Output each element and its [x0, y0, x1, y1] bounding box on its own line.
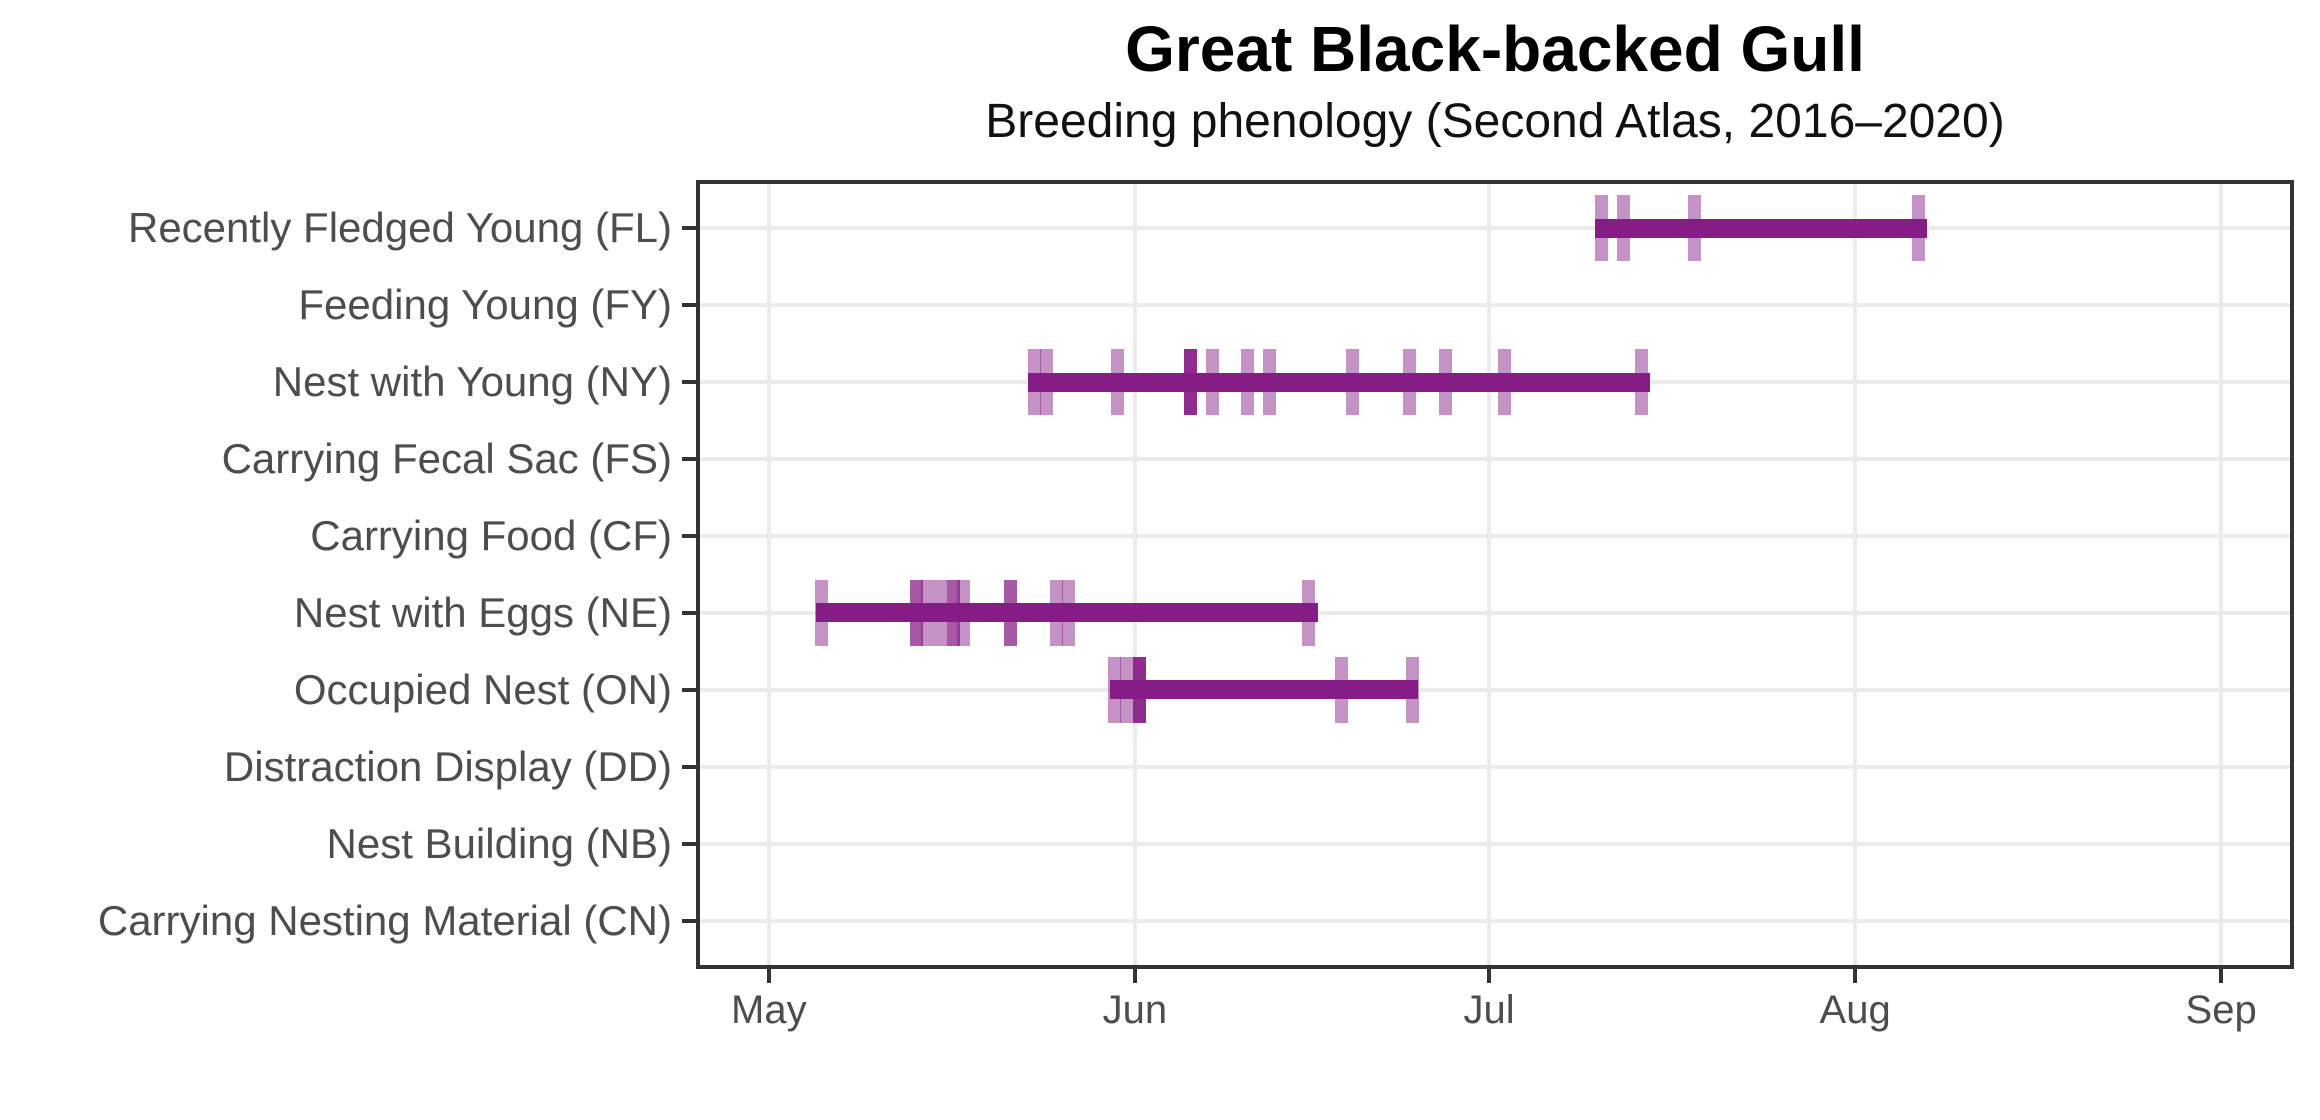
category-label-ne: Nest with Eggs (NE): [293, 588, 672, 636]
category-label-fs: Carrying Fecal Sac (FS): [221, 435, 672, 483]
y-gridline: [698, 764, 2292, 769]
y-axis-tick-on: [682, 687, 696, 692]
chart-subtitle: Breeding phenology (Second Atlas, 2016–2…: [985, 95, 2005, 148]
y-gridline: [698, 918, 2292, 923]
x-tick-label-jul: Jul: [1463, 988, 1515, 1032]
y-axis-tick-ne: [682, 610, 696, 615]
x-axis-tick-jul: [1487, 969, 1492, 983]
x-tick-label-aug: Aug: [1819, 988, 1891, 1032]
x-axis-tick-jun: [1132, 969, 1137, 983]
y-gridline: [698, 841, 2292, 846]
y-gridline: [698, 226, 2292, 231]
category-label-nb: Nest Building (NB): [326, 819, 672, 867]
x-tick-label-jun: Jun: [1102, 988, 1168, 1032]
category-label-on: Occupied Nest (ON): [293, 665, 672, 713]
y-axis-tick-cn: [682, 918, 696, 923]
y-gridline: [698, 457, 2292, 462]
category-label-ny: Nest with Young (NY): [272, 358, 672, 406]
category-label-fl: Recently Fledged Young (FL): [127, 204, 672, 252]
category-label-cn: Carrying Nesting Material (CN): [97, 896, 672, 944]
category-label-cf: Carrying Food (CF): [310, 512, 672, 560]
y-axis-tick-cf: [682, 534, 696, 539]
phenology-bar-ne: [815, 603, 1319, 623]
y-axis-tick-fl: [682, 226, 696, 231]
phenology-bar-fl: [1594, 218, 1927, 238]
panel-border: [696, 180, 2294, 969]
phenology-bar-on: [1110, 680, 1419, 700]
x-tick-label-sep: Sep: [2185, 988, 2257, 1032]
y-gridline: [698, 534, 2292, 539]
x-gridline-may: [766, 182, 771, 967]
x-axis-tick-may: [766, 969, 771, 983]
y-gridline: [698, 610, 2292, 615]
y-axis-tick-dd: [682, 764, 696, 769]
y-axis-tick-fy: [682, 303, 696, 308]
category-label-fy: Feeding Young (FY): [298, 281, 672, 329]
x-axis-tick-sep: [2219, 969, 2224, 983]
x-gridline-jun: [1132, 182, 1137, 967]
chart-title: Great Black-backed Gull: [1125, 13, 1865, 85]
y-gridline: [698, 303, 2292, 308]
category-label-dd: Distraction Display (DD): [223, 742, 672, 790]
y-axis-tick-nb: [682, 841, 696, 846]
y-gridline: [698, 687, 2292, 692]
plot-panel: [696, 180, 2294, 969]
x-tick-label-may: May: [731, 988, 807, 1032]
x-gridline-aug: [1853, 182, 1858, 967]
x-gridline-sep: [2219, 182, 2224, 967]
y-axis-tick-fs: [682, 457, 696, 462]
x-gridline-jul: [1487, 182, 1492, 967]
x-axis-tick-aug: [1853, 969, 1858, 983]
phenology-bar-ny: [1028, 372, 1650, 392]
y-axis-tick-ny: [682, 380, 696, 385]
